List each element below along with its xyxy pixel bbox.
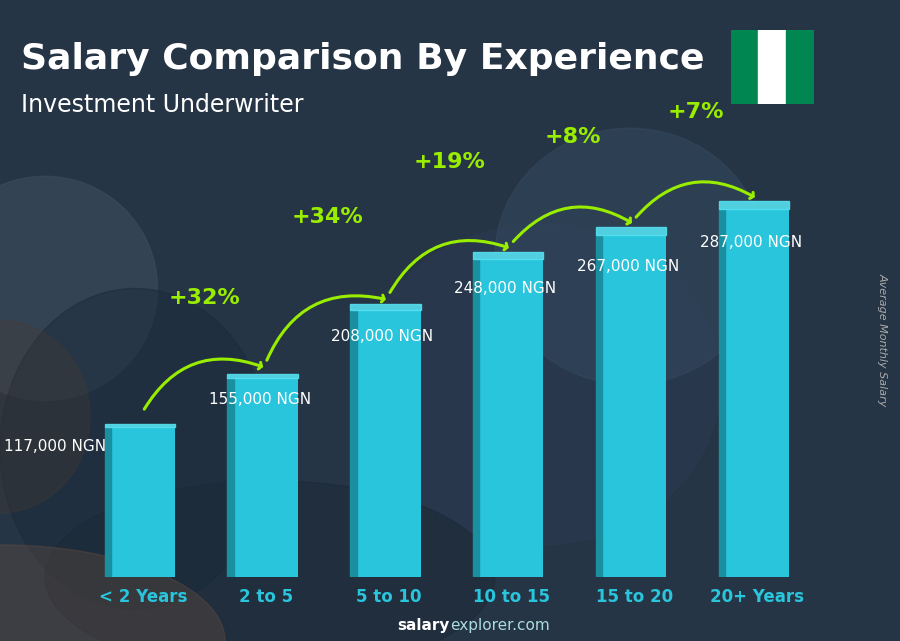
Ellipse shape <box>0 545 225 641</box>
Ellipse shape <box>495 128 765 385</box>
Text: +19%: +19% <box>414 152 486 172</box>
Bar <box>602 235 666 577</box>
Text: 117,000 NGN: 117,000 NGN <box>4 439 106 454</box>
Text: 208,000 NGN: 208,000 NGN <box>331 329 434 344</box>
Ellipse shape <box>45 481 495 641</box>
Text: 248,000 NGN: 248,000 NGN <box>454 281 556 296</box>
Text: +32%: +32% <box>168 288 240 308</box>
Text: salary: salary <box>398 619 450 633</box>
Bar <box>759 30 786 104</box>
Text: +8%: +8% <box>544 128 601 147</box>
Ellipse shape <box>0 320 90 513</box>
Text: +7%: +7% <box>668 102 724 122</box>
Text: 155,000 NGN: 155,000 NGN <box>209 392 310 407</box>
Bar <box>228 378 234 577</box>
Text: Investment Underwriter: Investment Underwriter <box>21 93 303 117</box>
Bar <box>350 304 420 310</box>
Bar <box>473 259 480 577</box>
Bar <box>719 201 789 209</box>
Text: explorer.com: explorer.com <box>450 619 550 633</box>
Bar <box>104 427 111 577</box>
Text: +34%: +34% <box>292 207 363 227</box>
Text: 287,000 NGN: 287,000 NGN <box>700 235 802 250</box>
Ellipse shape <box>0 176 158 401</box>
Ellipse shape <box>360 224 720 545</box>
Bar <box>480 259 544 577</box>
Bar <box>350 310 356 577</box>
Bar <box>228 374 298 378</box>
Bar <box>356 310 420 577</box>
Bar <box>234 378 298 577</box>
Bar <box>731 30 759 104</box>
Bar <box>725 209 789 577</box>
Bar <box>786 30 814 104</box>
Text: 267,000 NGN: 267,000 NGN <box>577 258 680 274</box>
Bar <box>111 427 175 577</box>
Bar <box>473 252 544 259</box>
Text: Average Monthly Salary: Average Monthly Salary <box>878 273 887 406</box>
Bar <box>104 424 175 427</box>
Bar <box>719 209 725 577</box>
Bar <box>596 235 602 577</box>
Text: Salary Comparison By Experience: Salary Comparison By Experience <box>21 42 705 76</box>
Ellipse shape <box>0 288 270 609</box>
Bar <box>596 227 666 235</box>
